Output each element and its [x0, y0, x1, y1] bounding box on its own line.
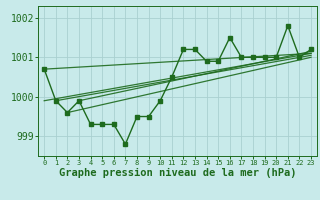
X-axis label: Graphe pression niveau de la mer (hPa): Graphe pression niveau de la mer (hPa) [59, 168, 296, 178]
